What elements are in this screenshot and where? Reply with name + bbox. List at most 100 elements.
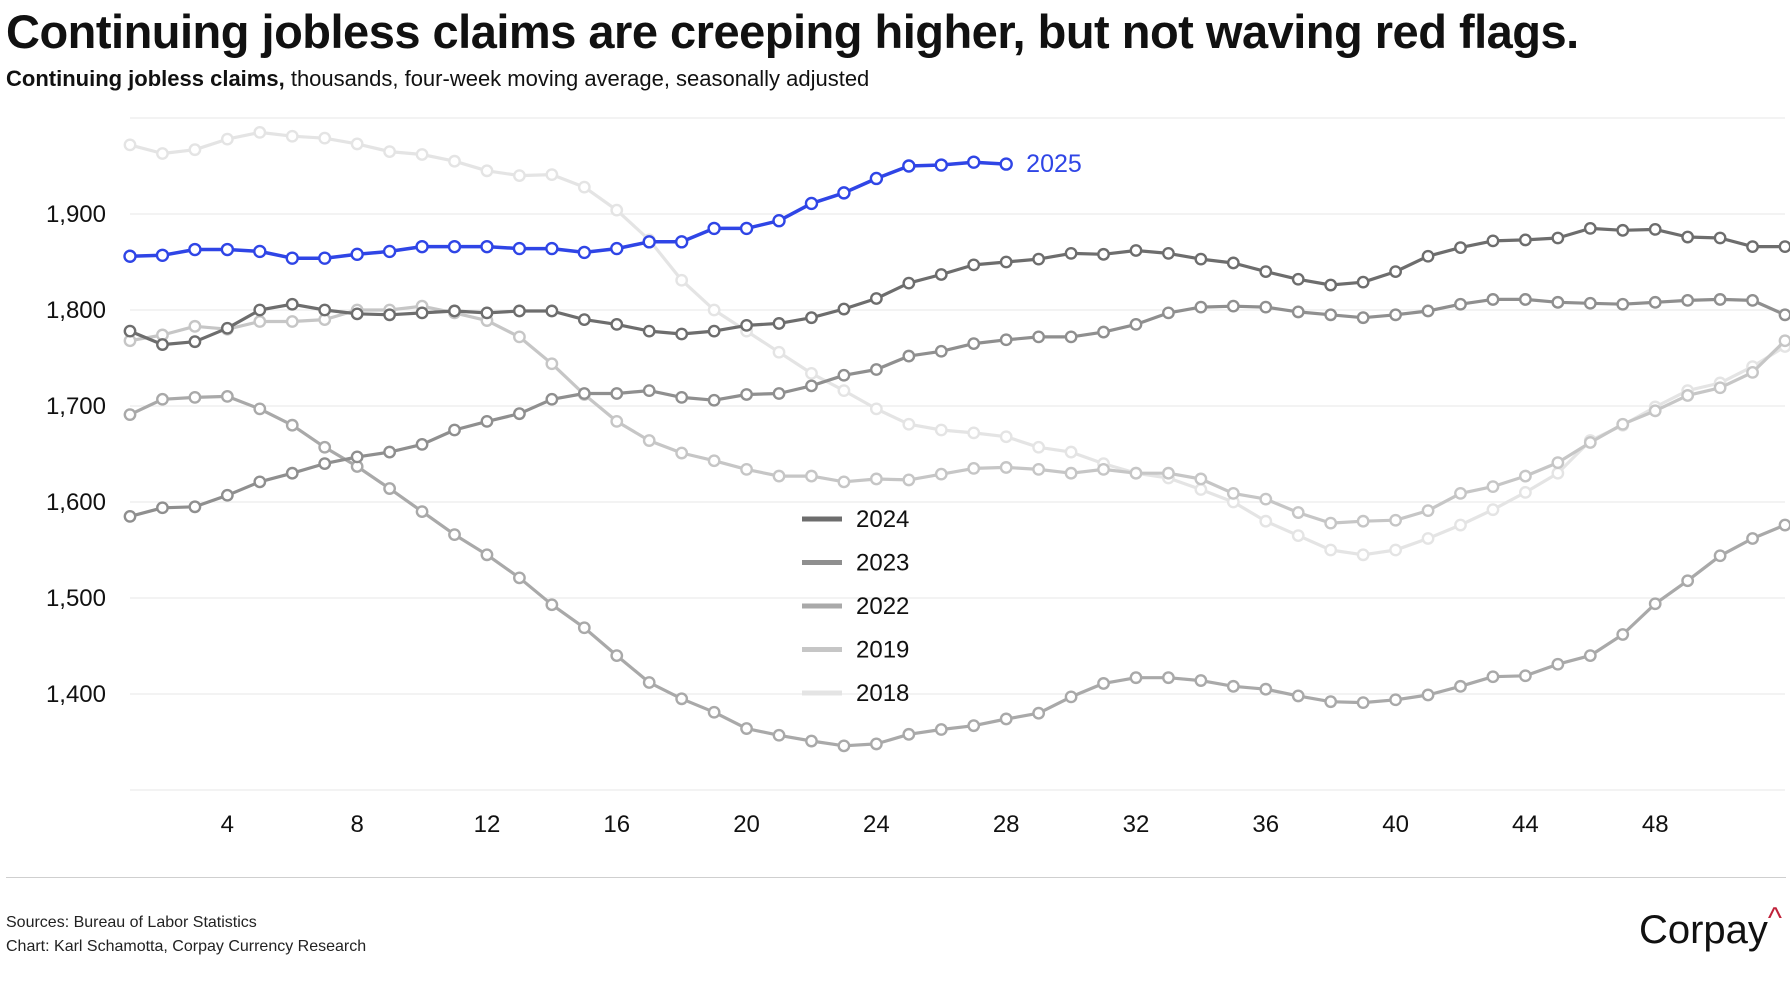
data-point — [156, 338, 169, 351]
data-point — [837, 186, 851, 200]
data-point — [1032, 462, 1046, 476]
data-point — [1226, 299, 1240, 313]
data-point — [1713, 381, 1727, 395]
series-line-2022 — [129, 394, 1786, 748]
data-point — [1454, 241, 1467, 255]
data-point — [285, 315, 299, 328]
data-point — [642, 324, 656, 338]
data-point — [1324, 278, 1338, 292]
data-point — [1681, 293, 1695, 307]
data-point — [448, 423, 461, 437]
legend: 2024 2023 2022 2019 2018 — [802, 506, 909, 707]
data-point — [1064, 246, 1078, 260]
data-point — [805, 379, 818, 393]
data-point — [1421, 304, 1435, 318]
legend-label: 2018 — [856, 680, 909, 707]
data-point — [285, 129, 299, 143]
data-point — [350, 307, 364, 321]
series-line-2019 — [129, 304, 1787, 525]
data-point — [285, 466, 299, 480]
data-point — [1324, 516, 1338, 530]
data-point — [220, 389, 234, 403]
data-point — [1616, 223, 1630, 237]
data-point — [253, 315, 267, 328]
data-point — [1389, 543, 1402, 557]
data-point — [967, 337, 981, 350]
series-line-2023 — [129, 297, 1786, 518]
data-point — [577, 313, 591, 326]
data-point — [1389, 693, 1402, 707]
data-point — [1194, 252, 1208, 266]
data-point — [1746, 532, 1759, 545]
data-point — [1291, 272, 1305, 286]
data-point — [1032, 330, 1046, 344]
data-point — [740, 388, 753, 401]
data-point — [902, 276, 916, 290]
footer-divider — [6, 877, 1786, 878]
data-point — [610, 387, 624, 400]
data-point — [253, 475, 267, 489]
legend-label: 2019 — [856, 637, 909, 664]
data-point — [1778, 518, 1790, 532]
data-point — [1162, 246, 1175, 260]
data-point — [545, 598, 559, 612]
y-tick-label: 1,800 — [46, 297, 106, 324]
data-point — [610, 649, 624, 662]
data-point — [448, 528, 461, 542]
x-tick-label: 40 — [1382, 811, 1409, 838]
data-point — [707, 393, 721, 407]
data-point — [1259, 682, 1273, 696]
data-point — [869, 737, 883, 751]
data-point — [1129, 466, 1143, 480]
data-point — [1551, 466, 1565, 480]
data-point — [837, 739, 851, 753]
y-tick-label: 1,600 — [46, 489, 106, 516]
data-point — [415, 505, 429, 518]
data-point — [1097, 677, 1110, 690]
data-point — [545, 168, 559, 182]
data-point — [1486, 234, 1500, 248]
data-point — [188, 500, 202, 514]
data-point — [545, 392, 559, 406]
chart-credit: Chart: Karl Schamotta, Corpay Currency R… — [6, 938, 367, 955]
x-tick-label: 44 — [1512, 811, 1539, 838]
data-point — [902, 727, 916, 741]
data-point — [642, 434, 656, 447]
data-point — [1648, 597, 1662, 611]
data-point — [1616, 628, 1630, 641]
series-2022 — [123, 389, 1790, 753]
data-point — [480, 548, 494, 562]
data-point — [1713, 231, 1727, 245]
data-point — [512, 241, 527, 256]
data-point — [513, 169, 526, 183]
data-point — [156, 147, 169, 160]
data-point — [869, 402, 883, 416]
data-point — [675, 273, 689, 287]
data-point — [934, 423, 948, 437]
data-point — [253, 125, 267, 139]
y-tick-label: 1,400 — [46, 681, 106, 708]
data-point — [1648, 222, 1662, 236]
data-point — [934, 467, 948, 481]
data-point — [805, 366, 818, 380]
data-point — [480, 164, 494, 178]
logo-mark: ^ — [1767, 902, 1782, 935]
data-point — [934, 158, 948, 172]
data-point — [869, 472, 883, 486]
data-point — [415, 148, 429, 161]
data-point — [1648, 295, 1662, 309]
data-point — [1454, 679, 1467, 693]
data-point — [577, 387, 591, 400]
data-point — [999, 333, 1013, 347]
data-point — [1389, 265, 1402, 278]
data-point — [1064, 466, 1078, 480]
x-tick-label: 20 — [733, 811, 760, 838]
data-point — [123, 249, 137, 263]
data-point — [383, 482, 397, 495]
data-point — [707, 324, 721, 338]
data-point — [1454, 486, 1467, 500]
logo-text: Corpay — [1638, 908, 1768, 952]
data-point — [642, 235, 656, 249]
data-point — [1518, 669, 1532, 683]
data-point — [707, 705, 721, 719]
